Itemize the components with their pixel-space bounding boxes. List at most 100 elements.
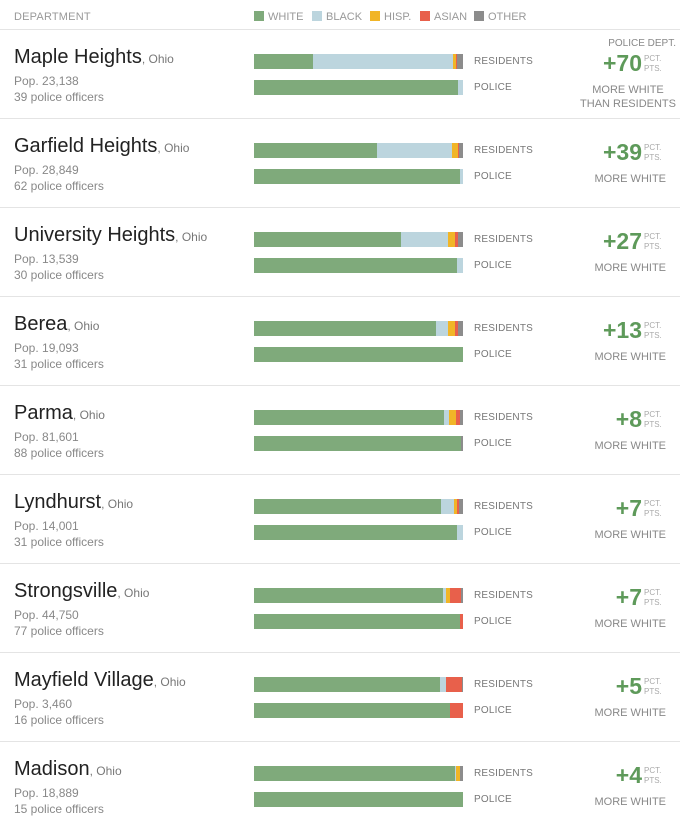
department-row: Mayfield Village, Ohio Pop. 3,460 16 polic…: [0, 652, 680, 742]
bar-segment-black: [436, 321, 448, 336]
population: Pop. 23,138: [14, 74, 79, 88]
department-name: Parma, Ohio: [14, 402, 105, 425]
gap-caption: MORE WHITE: [595, 706, 667, 720]
gap-unit: PCT. PTS.: [644, 677, 662, 696]
population: Pop. 19,093: [14, 341, 79, 355]
gap-top-note: POLICE DEPT.: [608, 38, 676, 49]
bar-segment-white: [254, 499, 441, 514]
police-label: POLICE: [474, 260, 512, 271]
officer-count: 15 police officers: [14, 802, 104, 816]
residents-bar: [254, 677, 463, 692]
bar-segment-white: [254, 143, 377, 158]
bar-segment-asian: [450, 588, 461, 603]
residents-label: RESIDENTS: [474, 412, 534, 423]
police-bar: [254, 258, 463, 273]
gap-unit: PCT. PTS.: [644, 143, 662, 162]
gap-callout: +7 PCT. PTS. MORE WHITE: [496, 564, 676, 653]
bar-segment-white: [254, 258, 457, 273]
bar-segment-hisp: [448, 321, 455, 336]
city-name: Garfield Heights: [14, 135, 158, 157]
gap-value: +7: [615, 584, 642, 610]
residents-label: RESIDENTS: [474, 56, 534, 67]
gap-caption-line: MORE WHITE: [594, 173, 667, 185]
officer-count: 31 police officers: [14, 357, 104, 371]
legend-swatch: [312, 11, 322, 21]
state-name: , Ohio: [157, 141, 190, 155]
residents-bar: [254, 232, 463, 247]
department-row: Madison, Ohio Pop. 18,889 15 police office…: [0, 741, 680, 831]
legend-item-hisp: HISP.: [370, 11, 411, 23]
residents-label: RESIDENTS: [474, 501, 534, 512]
gap-value: +13: [602, 317, 642, 343]
department-row: Maple Heights, Ohio Pop. 23,138 39 police …: [0, 29, 680, 119]
gap-callout: +13 PCT. PTS. MORE WHITE: [496, 297, 676, 386]
gap-value: +70: [602, 50, 642, 76]
police-label: POLICE: [474, 794, 512, 805]
bar-segment-white: [254, 588, 443, 603]
police-bar: [254, 525, 463, 540]
gap-callout: +39 PCT. PTS. MORE WHITE: [496, 119, 676, 208]
population: Pop. 3,460: [14, 697, 73, 711]
gap-caption: MORE WHITE THAN RESIDENTS: [580, 83, 676, 111]
bar-segment-asian: [446, 677, 462, 692]
residents-bar: [254, 54, 463, 69]
officer-count: 31 police officers: [14, 535, 104, 549]
legend-item-other: OTHER: [474, 11, 527, 23]
residents-label: RESIDENTS: [474, 590, 534, 601]
bar-segment-asian: [456, 410, 460, 425]
bar-segment-other: [459, 143, 463, 158]
bar-segment-white: [254, 525, 457, 540]
gap-unit: PCT. PTS.: [644, 232, 662, 251]
police-bar: [254, 436, 463, 451]
department-name: Maple Heights, Ohio: [14, 46, 174, 69]
bar-segment-white: [254, 436, 461, 451]
bar-segment-black: [440, 677, 446, 692]
police-label: POLICE: [474, 171, 512, 182]
department-row: Parma, Ohio Pop. 81,601 88 police officers…: [0, 385, 680, 475]
gap-unit: PCT. PTS.: [644, 766, 662, 785]
bar-segment-asian: [458, 143, 459, 158]
legend-label: BLACK: [326, 11, 363, 23]
department-row: University Heights, Ohio Pop. 13,539 30 po…: [0, 207, 680, 297]
bar-segment-other: [458, 321, 463, 336]
gap-callout: +5 PCT. PTS. MORE WHITE: [496, 653, 676, 742]
residents-label: RESIDENTS: [474, 234, 534, 245]
population: Pop. 13,539: [14, 252, 79, 266]
bar-segment-asian: [457, 499, 459, 514]
city-name: Maple Heights: [14, 46, 142, 68]
bar-segment-black: [441, 499, 454, 514]
officer-count: 16 police officers: [14, 713, 104, 727]
gap-caption: MORE WHITE: [595, 350, 667, 364]
gap-caption: MORE WHITE: [595, 528, 667, 542]
gap-value: +27: [602, 228, 642, 254]
police-label: POLICE: [474, 616, 512, 627]
officer-count: 88 police officers: [14, 446, 104, 460]
population: Pop. 81,601: [14, 430, 79, 444]
residents-label: RESIDENTS: [474, 768, 534, 779]
population: Pop. 44,750: [14, 608, 79, 622]
bar-segment-black: [313, 54, 453, 69]
police-label: POLICE: [474, 82, 512, 93]
bar-segment-hisp: [456, 766, 460, 781]
residents-bar: [254, 143, 463, 158]
bar-segment-hisp: [454, 499, 457, 514]
bar-segment-black: [458, 80, 463, 95]
bar-segment-black: [460, 169, 463, 184]
gap-caption-line: MORE WHITE: [594, 440, 667, 452]
bar-segment-hisp: [449, 410, 456, 425]
state-name: , Ohio: [89, 764, 122, 778]
gap-value: +5: [615, 673, 642, 699]
gap-caption: MORE WHITE: [595, 439, 667, 453]
bar-segment-hisp: [452, 143, 458, 158]
officer-count: 62 police officers: [14, 179, 104, 193]
gap-value: +8: [615, 406, 642, 432]
department-name: Strongsville, Ohio: [14, 580, 149, 603]
chart-header: DEPARTMENT WHITE BLACK HISP. ASIAN OTHER: [0, 0, 680, 28]
bar-segment-black: [444, 410, 449, 425]
bar-segment-hisp: [448, 232, 455, 247]
bar-segment-white: [254, 80, 458, 95]
city-name: Madison: [14, 758, 90, 780]
city-name: Strongsville: [14, 580, 118, 602]
residents-bar: [254, 410, 463, 425]
gap-callout: +8 PCT. PTS. MORE WHITE: [496, 386, 676, 475]
